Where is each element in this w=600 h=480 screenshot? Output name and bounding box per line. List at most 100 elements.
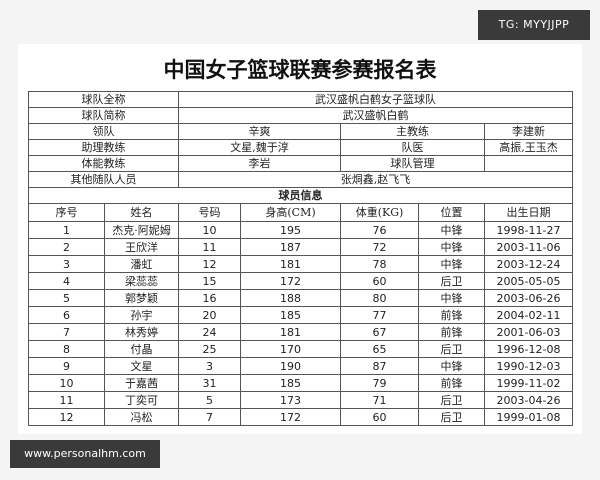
player-cell: 前锋 [418, 374, 485, 392]
player-row: 10 于嘉茜 31 185 79 前锋 1999-11-02 [28, 374, 574, 392]
info-cell: 球队全称 [28, 91, 179, 108]
player-cell: 后卫 [418, 408, 485, 426]
player-cell: 6 [28, 306, 105, 324]
player-cell: 中锋 [418, 221, 485, 239]
player-cell: 71 [340, 391, 419, 409]
player-cell: 195 [240, 221, 341, 239]
player-cell: 11 [28, 391, 105, 409]
player-cell: 8 [28, 340, 105, 358]
player-cell: 170 [240, 340, 341, 358]
section-title: 球员信息 [27, 187, 574, 204]
player-cell: 王欣洋 [104, 238, 179, 256]
player-cell: 31 [178, 374, 241, 392]
player-cell: 60 [340, 408, 419, 426]
player-row: 9 文星 3 190 87 中锋 1990-12-03 [28, 357, 574, 375]
player-cell: 中锋 [418, 255, 485, 273]
player-cell: 7 [28, 323, 105, 341]
player-cell: 1999-11-02 [483, 374, 574, 392]
player-cell: 77 [340, 306, 419, 324]
player-cell: 潘虹 [104, 255, 179, 273]
form-title: 中国女子篮球联赛参赛报名表 [163, 57, 437, 82]
player-cell: 25 [178, 340, 241, 358]
header-cell: 号码 [178, 203, 241, 222]
player-cell: 文星 [104, 357, 179, 375]
section-row: 球员信息 [27, 187, 574, 204]
player-row: 11 丁奕可 5 173 71 后卫 2003-04-26 [28, 391, 574, 409]
player-cell: 12 [28, 408, 105, 426]
player-cell: 2 [28, 238, 105, 256]
info-cell: 李建新 [483, 123, 574, 140]
player-row: 1 杰克·阿妮姆 10 195 76 中锋 1998-11-27 [28, 221, 574, 239]
player-cell: 中锋 [418, 238, 485, 256]
player-cell: 172 [240, 408, 341, 426]
player-cell: 5 [28, 289, 105, 307]
player-cell: 10 [178, 221, 241, 239]
header-cell: 位置 [418, 203, 485, 222]
player-row: 5 郭梦颖 16 188 80 中锋 2003-06-26 [28, 289, 574, 307]
header-cell: 序号 [28, 203, 105, 222]
info-cell: 武汉盛帆白鹤 [177, 107, 574, 124]
info-cell: 武汉盛帆白鹤女子篮球队 [177, 91, 574, 108]
player-cell: 3 [178, 357, 241, 375]
info-row: 体能教练 李岩 球队管理 [28, 155, 574, 172]
player-cell: 1990-12-03 [483, 357, 574, 375]
player-cell: 2001-06-03 [483, 323, 574, 341]
info-cell: 高振,王玉杰 [483, 139, 574, 156]
player-cell: 187 [240, 238, 341, 256]
player-cell: 后卫 [418, 272, 485, 290]
player-cell: 10 [28, 374, 105, 392]
player-cell: 冯松 [104, 408, 179, 426]
player-cell: 80 [340, 289, 419, 307]
info-row: 助理教练 文星,魏于淳 队医 高振,王玉杰 [28, 139, 574, 156]
player-cell: 前锋 [418, 323, 485, 341]
player-cell: 7 [178, 408, 241, 426]
player-cell: 2003-11-06 [483, 238, 574, 256]
info-cell [483, 155, 574, 172]
player-cell: 185 [240, 374, 341, 392]
player-cell: 梁蕊蕊 [104, 272, 179, 290]
player-row: 4 梁蕊蕊 15 172 60 后卫 2005-05-05 [28, 272, 574, 290]
info-cell: 辛爽 [178, 123, 341, 140]
player-cell: 孙宇 [104, 306, 179, 324]
player-cell: 杰克·阿妮姆 [104, 221, 179, 239]
player-cell: 1999-01-08 [483, 408, 574, 426]
player-row: 6 孙宇 20 185 77 前锋 2004-02-11 [28, 306, 574, 324]
player-cell: 78 [340, 255, 419, 273]
info-row: 领队 辛爽 主教练 李建新 [28, 123, 574, 140]
player-cell: 12 [178, 255, 241, 273]
info-cell: 其他随队人员 [28, 171, 179, 188]
player-cell: 郭梦颖 [104, 289, 179, 307]
player-row: 7 林秀婷 24 181 67 前锋 2001-06-03 [28, 323, 574, 341]
info-cell: 领队 [28, 123, 179, 140]
player-cell: 181 [240, 255, 341, 273]
player-row: 12 冯松 7 172 60 后卫 1999-01-08 [28, 408, 574, 426]
player-cell: 79 [340, 374, 419, 392]
player-cell: 87 [340, 357, 419, 375]
info-cell: 张烔鑫,赵飞飞 [177, 171, 574, 188]
player-row: 8 付晶 25 170 65 后卫 1996-12-08 [28, 340, 574, 358]
player-cell: 丁奕可 [104, 391, 179, 409]
info-cell: 球队管理 [340, 155, 485, 172]
info-cell: 体能教练 [28, 155, 179, 172]
info-cell: 文星,魏于淳 [178, 139, 341, 156]
player-cell: 2003-04-26 [483, 391, 574, 409]
player-cell: 15 [178, 272, 241, 290]
player-cell: 2004-02-11 [483, 306, 574, 324]
player-cell: 林秀婷 [104, 323, 179, 341]
info-cell: 助理教练 [28, 139, 179, 156]
header-cell: 出生日期 [483, 203, 574, 222]
info-row: 球队简称 武汉盛帆白鹤 [28, 107, 574, 124]
player-cell: 24 [178, 323, 241, 341]
player-cell: 76 [340, 221, 419, 239]
info-cell: 李岩 [178, 155, 341, 172]
player-cell: 190 [240, 357, 341, 375]
player-cell: 4 [28, 272, 105, 290]
header-cell: 体重(KG) [340, 203, 419, 222]
player-cell: 1 [28, 221, 105, 239]
player-cell: 188 [240, 289, 341, 307]
player-cell: 11 [178, 238, 241, 256]
player-cell: 20 [178, 306, 241, 324]
header-row: 序号 姓名 号码 身高(CM) 体重(KG) 位置 出生日期 [28, 203, 574, 222]
player-cell: 2003-06-26 [483, 289, 574, 307]
